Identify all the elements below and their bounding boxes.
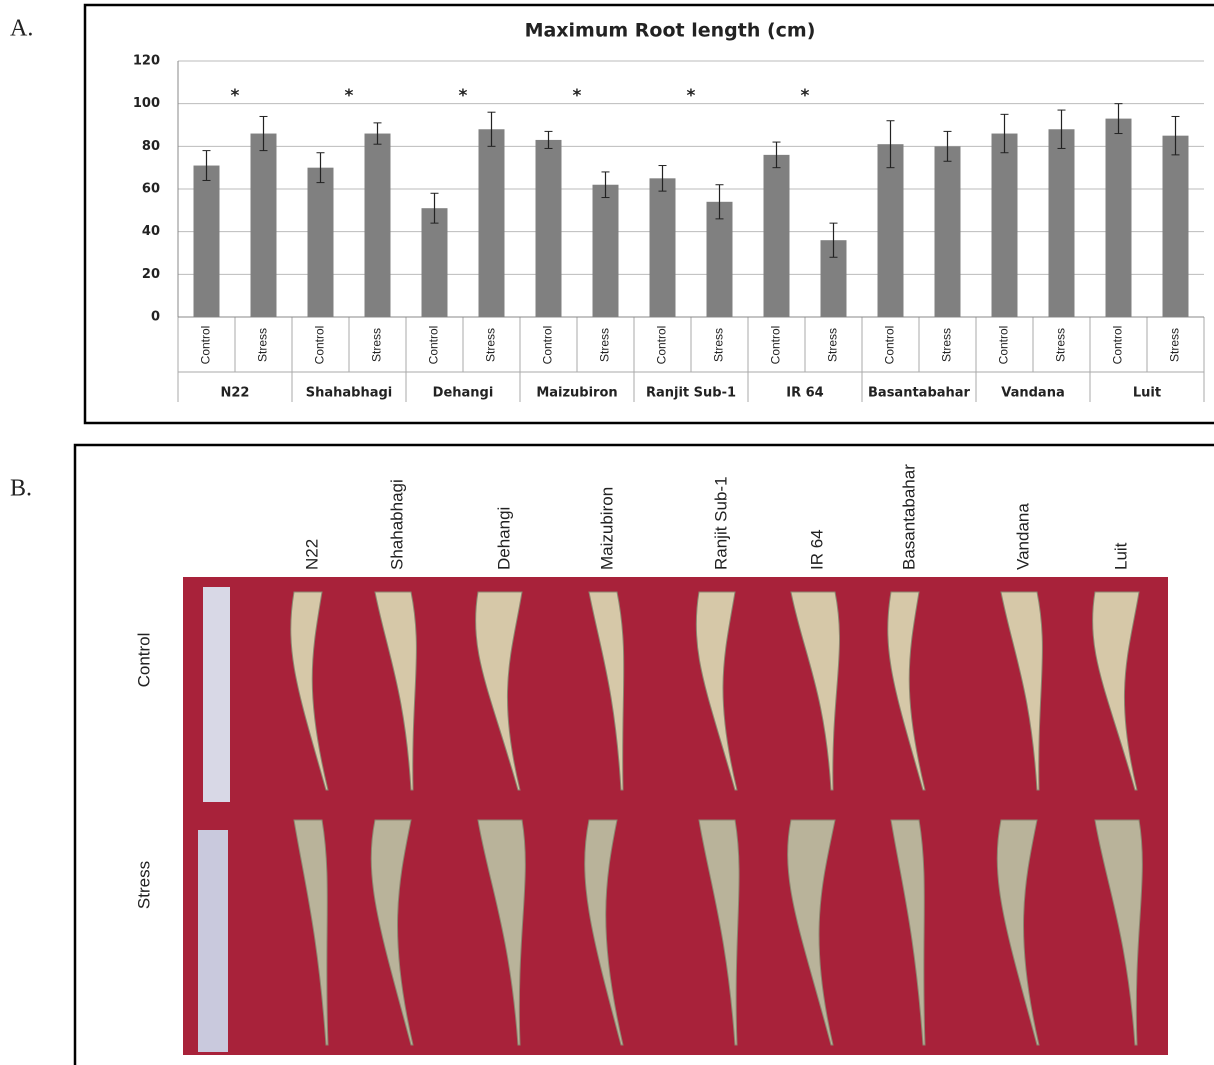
y-tick-label: 80 bbox=[142, 139, 160, 154]
photo-column-label: Shahabhagi bbox=[387, 479, 406, 570]
root bbox=[996, 819, 1040, 1046]
bar bbox=[250, 133, 277, 317]
photo-column-label: Basantabahar bbox=[899, 464, 918, 570]
photo-column-label: Vandana bbox=[1013, 503, 1032, 570]
x-subcategory-label: Stress bbox=[1054, 328, 1068, 362]
x-subcategory-label: Stress bbox=[598, 328, 612, 362]
x-subcategory-label: Control bbox=[655, 326, 669, 365]
x-subcategory-label: Stress bbox=[484, 328, 498, 362]
x-subcategory-label: Stress bbox=[256, 328, 270, 362]
photo-column-label: Dehangi bbox=[494, 507, 513, 570]
x-group-label: Dehangi bbox=[433, 386, 494, 401]
photo-column-label: Maizubiron bbox=[597, 487, 616, 570]
x-subcategory-label: Control bbox=[199, 326, 213, 365]
y-tick-label: 60 bbox=[142, 182, 160, 197]
x-subcategory-label: Stress bbox=[940, 328, 954, 362]
root bbox=[695, 591, 738, 791]
significance-mark: * bbox=[345, 86, 354, 106]
y-tick-label: 120 bbox=[133, 54, 160, 69]
root bbox=[1000, 591, 1043, 791]
y-tick-label: 100 bbox=[133, 96, 160, 111]
x-subcategory-label: Control bbox=[1111, 326, 1125, 365]
x-subcategory-label: Control bbox=[769, 326, 783, 365]
x-subcategory-label: Stress bbox=[370, 328, 384, 362]
bar bbox=[421, 208, 448, 317]
bar bbox=[649, 178, 676, 317]
root bbox=[588, 591, 625, 791]
photo-column-label: IR 64 bbox=[807, 529, 826, 570]
ruler bbox=[203, 587, 230, 802]
bar bbox=[991, 133, 1018, 317]
y-tick-label: 40 bbox=[142, 224, 160, 239]
x-subcategory-label: Control bbox=[541, 326, 555, 365]
x-subcategory-label: Control bbox=[997, 326, 1011, 365]
photo-frame bbox=[73, 443, 1214, 1065]
root bbox=[790, 591, 840, 791]
x-subcategory-label: Control bbox=[883, 326, 897, 365]
x-group-label: Basantabahar bbox=[868, 386, 971, 401]
x-group-label: Ranjit Sub-1 bbox=[646, 386, 736, 401]
y-tick-label: 0 bbox=[151, 310, 160, 325]
x-group-label: Maizubiron bbox=[536, 386, 617, 401]
bar bbox=[877, 144, 904, 317]
x-subcategory-label: Control bbox=[313, 326, 327, 365]
root bbox=[370, 819, 414, 1046]
bar bbox=[535, 139, 562, 317]
significance-mark: * bbox=[459, 86, 468, 106]
bar bbox=[934, 146, 961, 317]
x-subcategory-label: Control bbox=[427, 326, 441, 365]
significance-mark: * bbox=[573, 86, 582, 106]
significance-mark: * bbox=[801, 86, 810, 106]
photo-background bbox=[183, 577, 1168, 1055]
chart-title: Maximum Root length (cm) bbox=[525, 20, 816, 42]
root bbox=[374, 591, 417, 791]
panel-label: B. bbox=[10, 476, 32, 502]
bar bbox=[592, 184, 619, 317]
photo-row-label: Stress bbox=[134, 861, 153, 909]
x-subcategory-label: Stress bbox=[826, 328, 840, 362]
root bbox=[787, 819, 836, 1046]
chart-frame bbox=[83, 3, 1214, 425]
root bbox=[584, 819, 624, 1046]
x-group-label: Luit bbox=[1133, 386, 1161, 401]
root bbox=[698, 819, 740, 1046]
bar bbox=[1048, 129, 1075, 317]
photo-column-label: Ranjit Sub-1 bbox=[711, 476, 730, 570]
bar bbox=[478, 129, 505, 317]
root bbox=[293, 819, 329, 1046]
root bbox=[475, 591, 523, 791]
y-tick-label: 20 bbox=[142, 267, 160, 282]
x-group-label: Shahabhagi bbox=[306, 386, 393, 401]
root bbox=[887, 591, 926, 791]
bar bbox=[193, 165, 220, 317]
bar bbox=[706, 201, 733, 317]
photo-column-label: Luit bbox=[1111, 542, 1130, 570]
ruler bbox=[198, 830, 228, 1052]
photo-column-label: N22 bbox=[302, 539, 321, 570]
x-group-label: Vandana bbox=[1001, 386, 1064, 401]
root bbox=[290, 591, 329, 791]
significance-mark: * bbox=[687, 86, 696, 106]
root bbox=[890, 819, 926, 1046]
panel-label: A. bbox=[10, 16, 33, 42]
significance-mark: * bbox=[231, 86, 240, 106]
photo-row-label: Control bbox=[134, 633, 153, 688]
bar bbox=[1162, 135, 1189, 317]
x-group-label: N22 bbox=[221, 386, 250, 401]
root bbox=[1094, 819, 1143, 1046]
x-subcategory-label: Stress bbox=[1168, 328, 1182, 362]
x-subcategory-label: Stress bbox=[712, 328, 726, 362]
bar bbox=[1105, 118, 1132, 317]
root bbox=[477, 819, 526, 1046]
root bbox=[1092, 591, 1140, 791]
x-group-label: IR 64 bbox=[786, 386, 823, 401]
bar bbox=[763, 154, 790, 317]
bar bbox=[364, 133, 391, 317]
bar bbox=[307, 167, 334, 317]
